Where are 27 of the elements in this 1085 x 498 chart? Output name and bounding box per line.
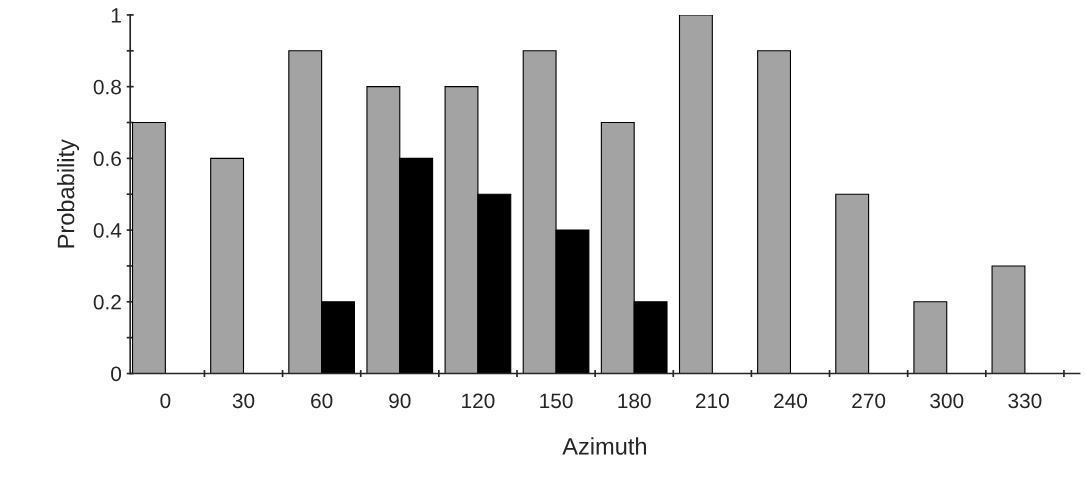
x-tick-label: 120: [462, 393, 495, 409]
bar: [913, 301, 948, 374]
x-tick-label: 210: [696, 393, 729, 409]
x-tick-label: 30: [232, 393, 255, 409]
y-tick-label: 0.2: [93, 294, 121, 310]
x-tick-label: 300: [930, 393, 964, 409]
x-tick-label: 0: [160, 393, 171, 409]
x-tick-label: 240: [774, 393, 808, 409]
x-tick-label: 180: [618, 393, 651, 409]
y-tick-label: 0.6: [93, 151, 121, 167]
y-axis-title: Probability: [57, 139, 80, 248]
x-axis-title: Azimuth: [562, 437, 646, 455]
y-tick-label: 1: [111, 8, 121, 23]
x-tick-label: 60: [311, 393, 333, 409]
y-tick-label: 0.8: [93, 79, 121, 95]
x-tick-label: 90: [389, 393, 411, 409]
bar: [210, 157, 245, 374]
bar: [757, 50, 792, 374]
bar: [678, 14, 713, 374]
bar: [131, 121, 166, 374]
y-tick-label: 0: [111, 366, 122, 382]
x-tick-label: 270: [852, 393, 886, 409]
bar: [991, 265, 1026, 374]
x-tick-label: 150: [540, 393, 573, 409]
x-tick-label: 330: [1008, 393, 1042, 409]
bar: [835, 193, 870, 374]
y-tick-label: 0.4: [93, 223, 122, 238]
